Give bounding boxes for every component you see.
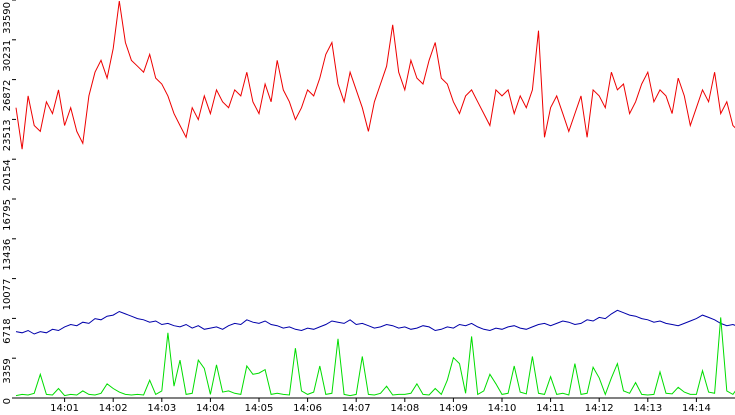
x-tick-label: 14:09	[439, 403, 468, 414]
x-tick-label: 14:07	[342, 403, 371, 414]
y-tick-label: 6718	[2, 318, 13, 343]
y-tick-label: 26872	[2, 80, 13, 112]
series-line	[15, 317, 735, 397]
y-tick-label: 0	[2, 398, 13, 404]
x-tick-label: 14:10	[488, 403, 517, 414]
y-tick-label: 16795	[2, 199, 13, 231]
y-tick-label: 13436	[2, 239, 13, 271]
x-tick-label: 14:02	[99, 403, 128, 414]
x-tick-label: 14:06	[293, 403, 322, 414]
y-tick-label: 20154	[2, 159, 13, 191]
y-tick-label: 23513	[2, 119, 13, 151]
x-tick-label: 14:01	[50, 403, 79, 414]
series-line	[15, 1, 735, 150]
x-tick-label: 14:03	[147, 403, 176, 414]
y-tick-label: 33590	[2, 2, 13, 34]
y-tick-label: 3359	[2, 358, 13, 383]
x-tick-label: 14:14	[682, 403, 711, 414]
x-tick-label: 14:12	[585, 403, 614, 414]
y-tick-label: 30231	[2, 40, 13, 72]
x-tick-label: 14:05	[245, 403, 274, 414]
series-line	[15, 309, 735, 335]
x-tick-label: 14:11	[536, 403, 565, 414]
x-tick-label: 14:04	[196, 403, 225, 414]
x-tick-label: 14:08	[390, 403, 419, 414]
y-tick-label: 10077	[2, 279, 13, 311]
x-tick-label: 14:13	[633, 403, 662, 414]
